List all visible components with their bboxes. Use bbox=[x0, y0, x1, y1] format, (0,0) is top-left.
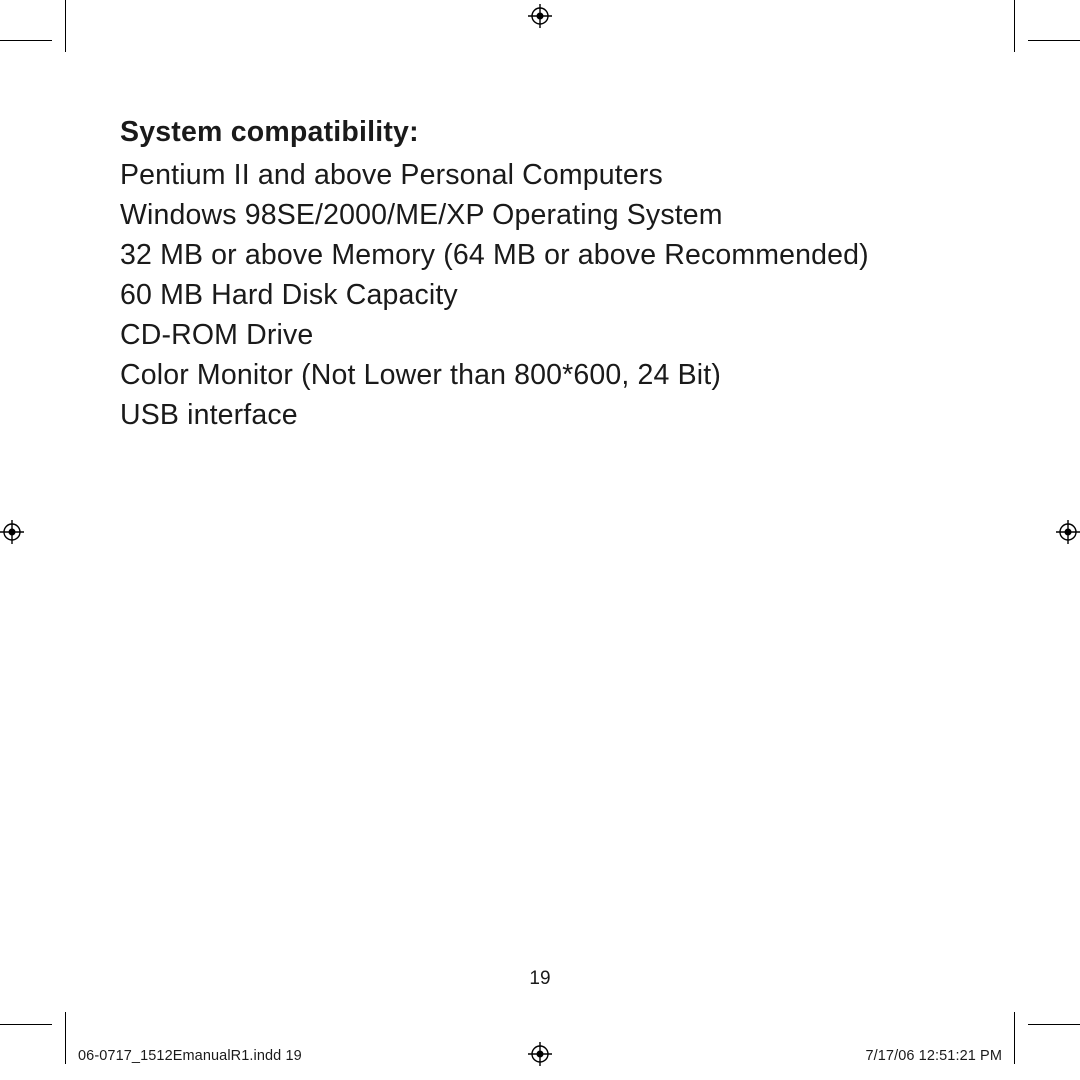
spec-line: Color Monitor (Not Lower than 800*600, 2… bbox=[120, 355, 960, 395]
crop-mark bbox=[1028, 1024, 1080, 1025]
crop-mark bbox=[65, 0, 66, 52]
registration-mark-icon bbox=[528, 1042, 552, 1066]
spec-line: 60 MB Hard Disk Capacity bbox=[120, 275, 960, 315]
page-number: 19 bbox=[0, 968, 1080, 990]
page-content: System compatibility: Pentium II and abo… bbox=[120, 116, 960, 435]
registration-mark-icon bbox=[528, 4, 552, 28]
footer-timestamp: 7/17/06 12:51:21 PM bbox=[865, 1048, 1002, 1064]
crop-mark bbox=[65, 1012, 66, 1064]
crop-mark bbox=[1028, 40, 1080, 41]
registration-mark-icon bbox=[0, 520, 24, 544]
spec-line: CD-ROM Drive bbox=[120, 315, 960, 355]
spec-line: USB interface bbox=[120, 395, 960, 435]
spec-line: 32 MB or above Memory (64 MB or above Re… bbox=[120, 235, 960, 275]
crop-mark bbox=[1014, 0, 1015, 52]
section-heading: System compatibility: bbox=[120, 116, 960, 149]
footer-filename: 06-0717_1512EmanualR1.indd 19 bbox=[78, 1048, 302, 1064]
crop-mark bbox=[0, 1024, 52, 1025]
spec-line: Pentium II and above Personal Computers bbox=[120, 155, 960, 195]
crop-mark bbox=[1014, 1012, 1015, 1064]
crop-mark bbox=[0, 40, 52, 41]
registration-mark-icon bbox=[1056, 520, 1080, 544]
spec-line: Windows 98SE/2000/ME/XP Operating System bbox=[120, 195, 960, 235]
